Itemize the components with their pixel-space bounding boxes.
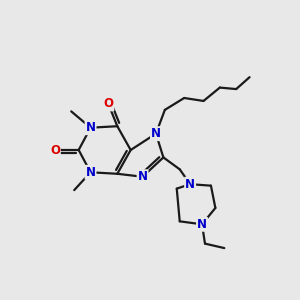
Text: O: O bbox=[50, 143, 60, 157]
Text: O: O bbox=[103, 98, 113, 110]
Text: N: N bbox=[151, 127, 161, 140]
Text: N: N bbox=[138, 170, 148, 183]
Text: N: N bbox=[197, 218, 207, 231]
Text: N: N bbox=[85, 121, 96, 134]
Text: N: N bbox=[85, 166, 96, 179]
Text: N: N bbox=[185, 178, 195, 191]
